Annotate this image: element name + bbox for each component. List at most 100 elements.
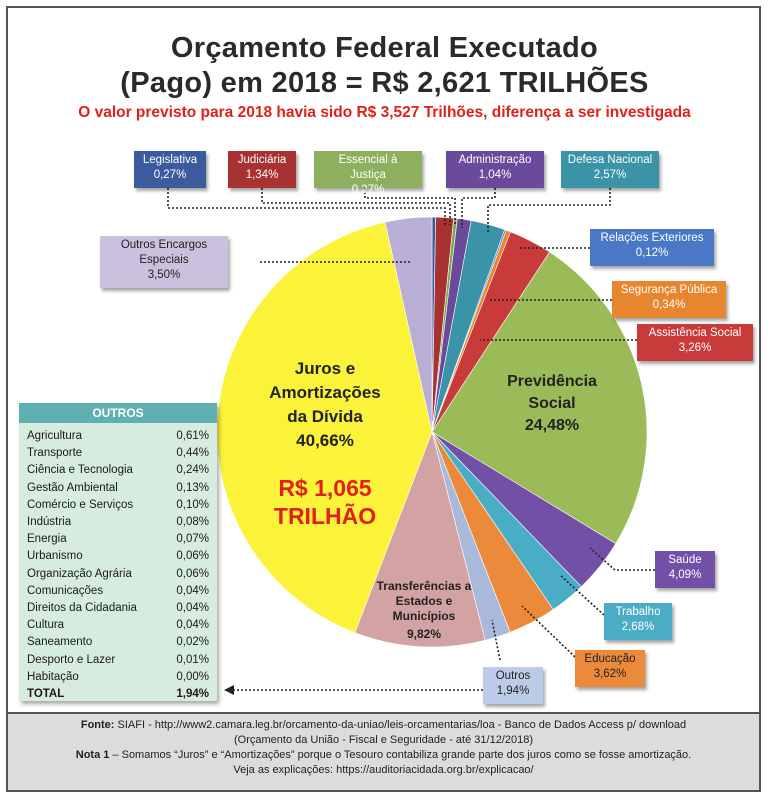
label-outros-name: Outros [495,670,531,682]
outros-row-name: Transporte [27,447,83,460]
outros-table-header: OUTROS [19,403,217,423]
footer-source-label: Fonte: [80,719,115,731]
label-saude-name: Saúde [668,554,702,566]
label-essencial-justica-name: Essencial à Justiça [338,154,398,181]
pie-slice-transferencias-a-estados-e-municipios [354,431,486,648]
outros-row-name: Indústria [27,516,72,528]
outros-row-name: Cultura [27,619,65,632]
outros-row-value: 0,10% [176,498,209,511]
label-defesa-nacional-value: 2,57% [593,169,627,181]
outros-row-value: 0,01% [176,653,209,666]
label-trabalho-name: Trabalho [615,606,661,618]
outros-row-name: Ciência e Tecnologia [27,464,133,477]
label-outros: Outros 1,94% [483,667,543,704]
transferencias-label-line1: Transferências a [377,579,472,593]
footer-notes: Fonte: SIAFI - http://www2.camara.leg.br… [8,712,759,790]
label-assistencia-social-value: 3,26% [678,342,712,354]
footer-note: Nota 1 – Somamos “Juros” e “Amortizações… [8,748,759,763]
outros-table-row: Habitação 0,00% [27,671,211,688]
outros-row-value: 0,04% [176,602,209,614]
label-educacao-name: Educação [584,653,636,665]
label-trabalho-value: 2,68% [621,621,655,633]
transferencias-label-value: 9,82% [407,627,441,641]
label-defesa-nacional-name: Defesa Nacional [567,154,653,166]
leader-saude [589,547,655,571]
label-outros-encargos-value: 3,50% [147,269,181,281]
pie-slices [216,216,648,648]
outros-table-total-row: TOTAL 1,94% [27,688,211,705]
label-seguranca-publica-name: Segurança Pública [620,284,718,296]
outros-total-arrowhead [224,685,234,695]
inner-labels: Juros e Amortizações da Dívida 40,66% R$… [269,359,597,641]
label-relacoes-exteriores-value: 0,12% [635,247,669,259]
label-outros-encargos-name1: Outros Encargos [120,239,208,251]
label-educacao: Educação 3,62% [575,650,645,687]
outros-row-value: 0,07% [176,533,209,546]
outros-table-row: Gestão Ambiental 0,13% [27,482,211,499]
juros-label-line2: Amortizações [269,383,380,402]
outros-table-row: Agricultura 0,61% [27,430,211,447]
leader-educacao [521,605,576,658]
pie-chart: Juros e Amortizações da Dívida 40,66% R$… [167,188,655,695]
outros-row-value: 0,02% [176,636,209,649]
label-essencial-justica: Essencial à Justiça 0,27% [314,151,422,196]
outros-row-value: 0,13% [176,481,209,494]
juros-label-line3: da Dívida [287,407,363,426]
label-saude-value: 4,09% [668,569,702,581]
footer-source-text: SIAFI - http://www2.camara.leg.br/orcame… [114,719,687,731]
outros-table-row: Direitos da Cidadania 0,04% [27,602,211,619]
outros-row-value: 0,44% [176,447,209,460]
outros-total-name: TOTAL [27,688,65,700]
label-judiciaria-value: 1,34% [245,169,279,181]
outros-total-value: 1,94% [176,688,209,700]
outros-table-row: Ciência e Tecnologia 0,24% [27,464,211,481]
outros-row-name: Organização Agrária [27,567,132,580]
label-judiciaria: Judiciária 1,34% [228,151,296,188]
label-relacoes-exteriores: Relações Exteriores 0,12% [590,229,714,266]
outros-row-name: Saneamento [27,636,93,649]
outros-row-value: 0,08% [176,516,209,528]
label-assistencia-social: Assistência Social 3,26% [637,324,753,361]
outros-row-value: 0,24% [176,464,209,477]
outros-table-row: Energia 0,07% [27,533,211,550]
chart-subtitle: O valor previsto para 2018 havia sido R$… [78,104,691,121]
previdencia-label-line2: Social [528,395,575,412]
juros-big-value-line1: R$ 1,065 [278,475,372,501]
outros-table: OUTROS Agricultura 0,61% Transporte 0,44% Ci… [19,403,217,701]
leader-legislativa [167,188,446,225]
outros-row-name: Urbanismo [27,550,83,563]
label-administracao: Administração 1,04% [446,151,544,188]
label-seguranca-publica-value: 0,34% [652,299,686,311]
outros-table-row: Desporto e Lazer 0,01% [27,654,211,671]
label-essencial-justica-value: 0,27% [351,184,385,196]
footer-explanations-link[interactable]: Veja as explicações: https://auditoriaci… [233,764,534,776]
label-outros-encargos-name2: Especiais [139,254,189,266]
label-trabalho: Trabalho 2,68% [604,603,672,640]
outros-row-value: 0,06% [176,550,209,563]
outros-row-name: Agricultura [27,430,82,442]
previdencia-label-value: 24,48% [525,417,579,434]
outros-table-row: Organização Agrária 0,06% [27,568,211,585]
outros-table-row: Comércio e Serviços 0,10% [27,499,211,516]
label-judiciaria-name: Judiciária [237,154,287,166]
footer-note-text: – Somamos “Juros” e “Amortizações” porqu… [109,749,692,761]
leader-administracao [461,188,496,228]
label-administracao-value: 1,04% [478,169,512,181]
leader-essencial [364,188,456,225]
outros-table-row: Comunicações 0,04% [27,585,211,602]
pie-slice-juros-e-amortizacoes-da-divida [216,221,433,634]
label-legislativa: Legislativa 0,27% [134,151,206,188]
outros-row-name: Comunicações [27,584,104,597]
outros-table-row: Transporte 0,44% [27,447,211,464]
juros-label-line1: Juros e [295,359,355,378]
label-saude: Saúde 4,09% [655,551,715,588]
outros-row-value: 0,06% [176,567,209,580]
label-defesa-nacional: Defesa Nacional 2,57% [561,151,659,188]
leader-trabalho [559,574,605,616]
label-assistencia-social-name: Assistência Social [648,327,742,339]
label-legislativa-value: 0,27% [153,169,187,181]
label-administracao-name: Administração [458,154,532,166]
footer-source-line2: (Orçamento da União - Fiscal e Seguridad… [234,734,533,746]
outros-row-name: Desporto e Lazer [27,653,116,666]
label-legislativa-name: Legislativa [142,154,198,166]
